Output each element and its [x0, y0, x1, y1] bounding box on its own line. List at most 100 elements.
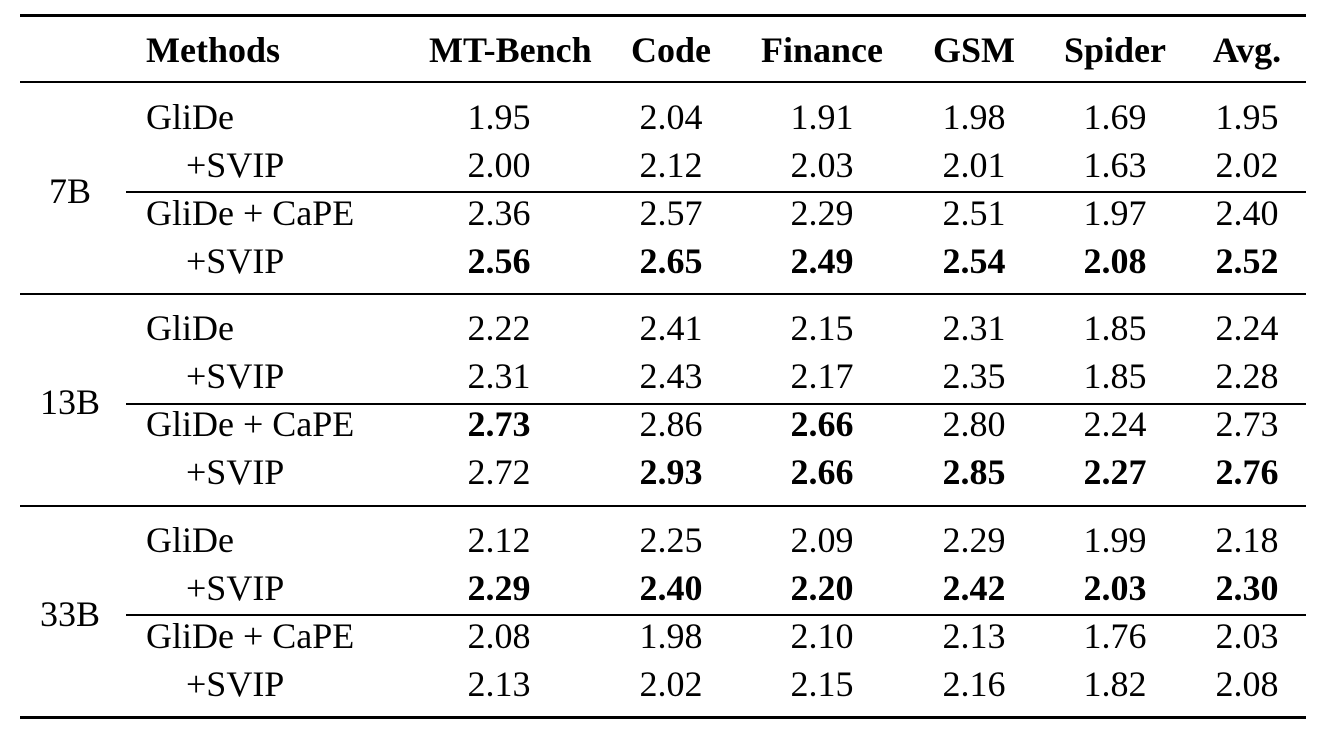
header-rule	[20, 81, 1306, 83]
table-cell-value: 2.52	[1215, 241, 1279, 281]
table-cell-value: 2.29	[942, 520, 1006, 560]
table-cell-value: 2.66	[790, 404, 854, 444]
method-label: GliDe + CaPE	[146, 616, 355, 656]
table-cell-value: 2.56	[467, 241, 531, 281]
table-cell-value: 1.85	[1083, 308, 1147, 348]
table-cell-value: 2.08	[1215, 664, 1279, 704]
group-7b-midrule	[126, 191, 1306, 193]
method-label: GliDe + CaPE	[146, 404, 355, 444]
table-cell-value: 2.40	[1215, 193, 1279, 233]
table-cell-value: 2.35	[942, 356, 1006, 396]
table-cell-value: 2.15	[790, 308, 854, 348]
column-header-avg: Avg.	[1212, 30, 1282, 70]
method-label: GliDe	[146, 308, 234, 348]
model-size-label: 33B	[39, 594, 100, 634]
table-cell-value: 1.95	[467, 97, 531, 137]
column-header-mt-bench: MT-Bench	[429, 30, 592, 70]
table-cell-value: 2.03	[1083, 568, 1147, 608]
method-label: +SVIP	[186, 145, 285, 185]
table-cell-value: 1.63	[1083, 145, 1147, 185]
table-cell-value: 2.24	[1215, 308, 1279, 348]
method-label: GliDe	[146, 97, 234, 137]
table-cell-value: 2.65	[639, 241, 703, 281]
table-cell-value: 2.43	[639, 356, 703, 396]
table-cell-value: 1.85	[1083, 356, 1147, 396]
table-cell-value: 2.03	[790, 145, 854, 185]
table-cell-value: 2.40	[639, 568, 703, 608]
table-cell-value: 2.18	[1215, 520, 1279, 560]
table-cell-value: 2.22	[467, 308, 531, 348]
bottom-rule	[20, 716, 1306, 719]
method-label: +SVIP	[186, 452, 285, 492]
table-cell-value: 2.15	[790, 664, 854, 704]
method-label: GliDe + CaPE	[146, 193, 355, 233]
table-cell-value: 2.13	[942, 616, 1006, 656]
table-cell-value: 2.72	[467, 452, 531, 492]
table-cell-value: 2.08	[1083, 241, 1147, 281]
column-header-methods: Methods	[146, 30, 280, 70]
column-header-gsm: GSM	[932, 30, 1015, 70]
table-cell-value: 2.36	[467, 193, 531, 233]
group-rule-13b-33b	[20, 505, 1306, 507]
method-label: GliDe	[146, 520, 234, 560]
table-cell-value: 1.98	[942, 97, 1006, 137]
method-label: +SVIP	[186, 356, 285, 396]
model-size-label: 7B	[48, 171, 91, 211]
table-cell-value: 2.13	[467, 664, 531, 704]
table-cell-value: 2.31	[467, 356, 531, 396]
group-rule-7b-13b	[20, 293, 1306, 295]
table-cell-value: 2.24	[1083, 404, 1147, 444]
column-header-code: Code	[631, 30, 711, 70]
table-cell-value: 2.17	[790, 356, 854, 396]
table-cell-value: 1.82	[1083, 664, 1147, 704]
table-cell-value: 1.99	[1083, 520, 1147, 560]
table-cell-value: 2.54	[942, 241, 1006, 281]
table-cell-value: 2.29	[467, 568, 531, 608]
table-cell-value: 2.73	[1215, 404, 1279, 444]
table-cell-value: 2.02	[1215, 145, 1279, 185]
table-cell-value: 2.30	[1215, 568, 1279, 608]
table-cell-value: 2.73	[467, 404, 531, 444]
table-cell-value: 2.03	[1215, 616, 1279, 656]
table-cell-value: 2.93	[639, 452, 703, 492]
group-33b-midrule	[126, 614, 1306, 616]
table-cell-value: 2.28	[1215, 356, 1279, 396]
model-size-label: 13B	[39, 382, 100, 422]
table-cell-value: 2.31	[942, 308, 1006, 348]
table-cell-value: 1.76	[1083, 616, 1147, 656]
table-cell-value: 2.20	[790, 568, 854, 608]
method-label: +SVIP	[186, 664, 285, 704]
table-cell-value: 2.16	[942, 664, 1006, 704]
table-cell-value: 2.02	[639, 664, 703, 704]
table-cell-value: 2.00	[467, 145, 531, 185]
table-cell-value: 2.27	[1083, 452, 1147, 492]
table-cell-value: 2.04	[639, 97, 703, 137]
table-cell-value: 2.76	[1215, 452, 1279, 492]
group-13b-midrule	[126, 403, 1306, 405]
table-cell-value: 2.25	[639, 520, 703, 560]
table-cell-value: 2.66	[790, 452, 854, 492]
table-cell-value: 1.98	[639, 616, 703, 656]
column-header-finance: Finance	[761, 30, 883, 70]
table-cell-value: 1.91	[790, 97, 854, 137]
column-header-spider: Spider	[1063, 30, 1167, 70]
table-cell-value: 2.09	[790, 520, 854, 560]
table-cell-value: 2.49	[790, 241, 854, 281]
table-cell-value: 2.51	[942, 193, 1006, 233]
table-cell-value: 1.97	[1083, 193, 1147, 233]
method-label: +SVIP	[186, 241, 285, 281]
table-cell-value: 2.01	[942, 145, 1006, 185]
table-cell-value: 2.08	[467, 616, 531, 656]
table-cell-value: 1.69	[1083, 97, 1147, 137]
table-cell-value: 2.12	[639, 145, 703, 185]
top-rule	[20, 14, 1306, 17]
table-cell-value: 2.12	[467, 520, 531, 560]
table-cell-value: 1.95	[1215, 97, 1279, 137]
table-cell-value: 2.85	[942, 452, 1006, 492]
table-cell-value: 2.80	[942, 404, 1006, 444]
table-cell-value: 2.42	[942, 568, 1006, 608]
table-cell-value: 2.29	[790, 193, 854, 233]
table-cell-value: 2.10	[790, 616, 854, 656]
table-cell-value: 2.57	[639, 193, 703, 233]
method-label: +SVIP	[186, 568, 285, 608]
